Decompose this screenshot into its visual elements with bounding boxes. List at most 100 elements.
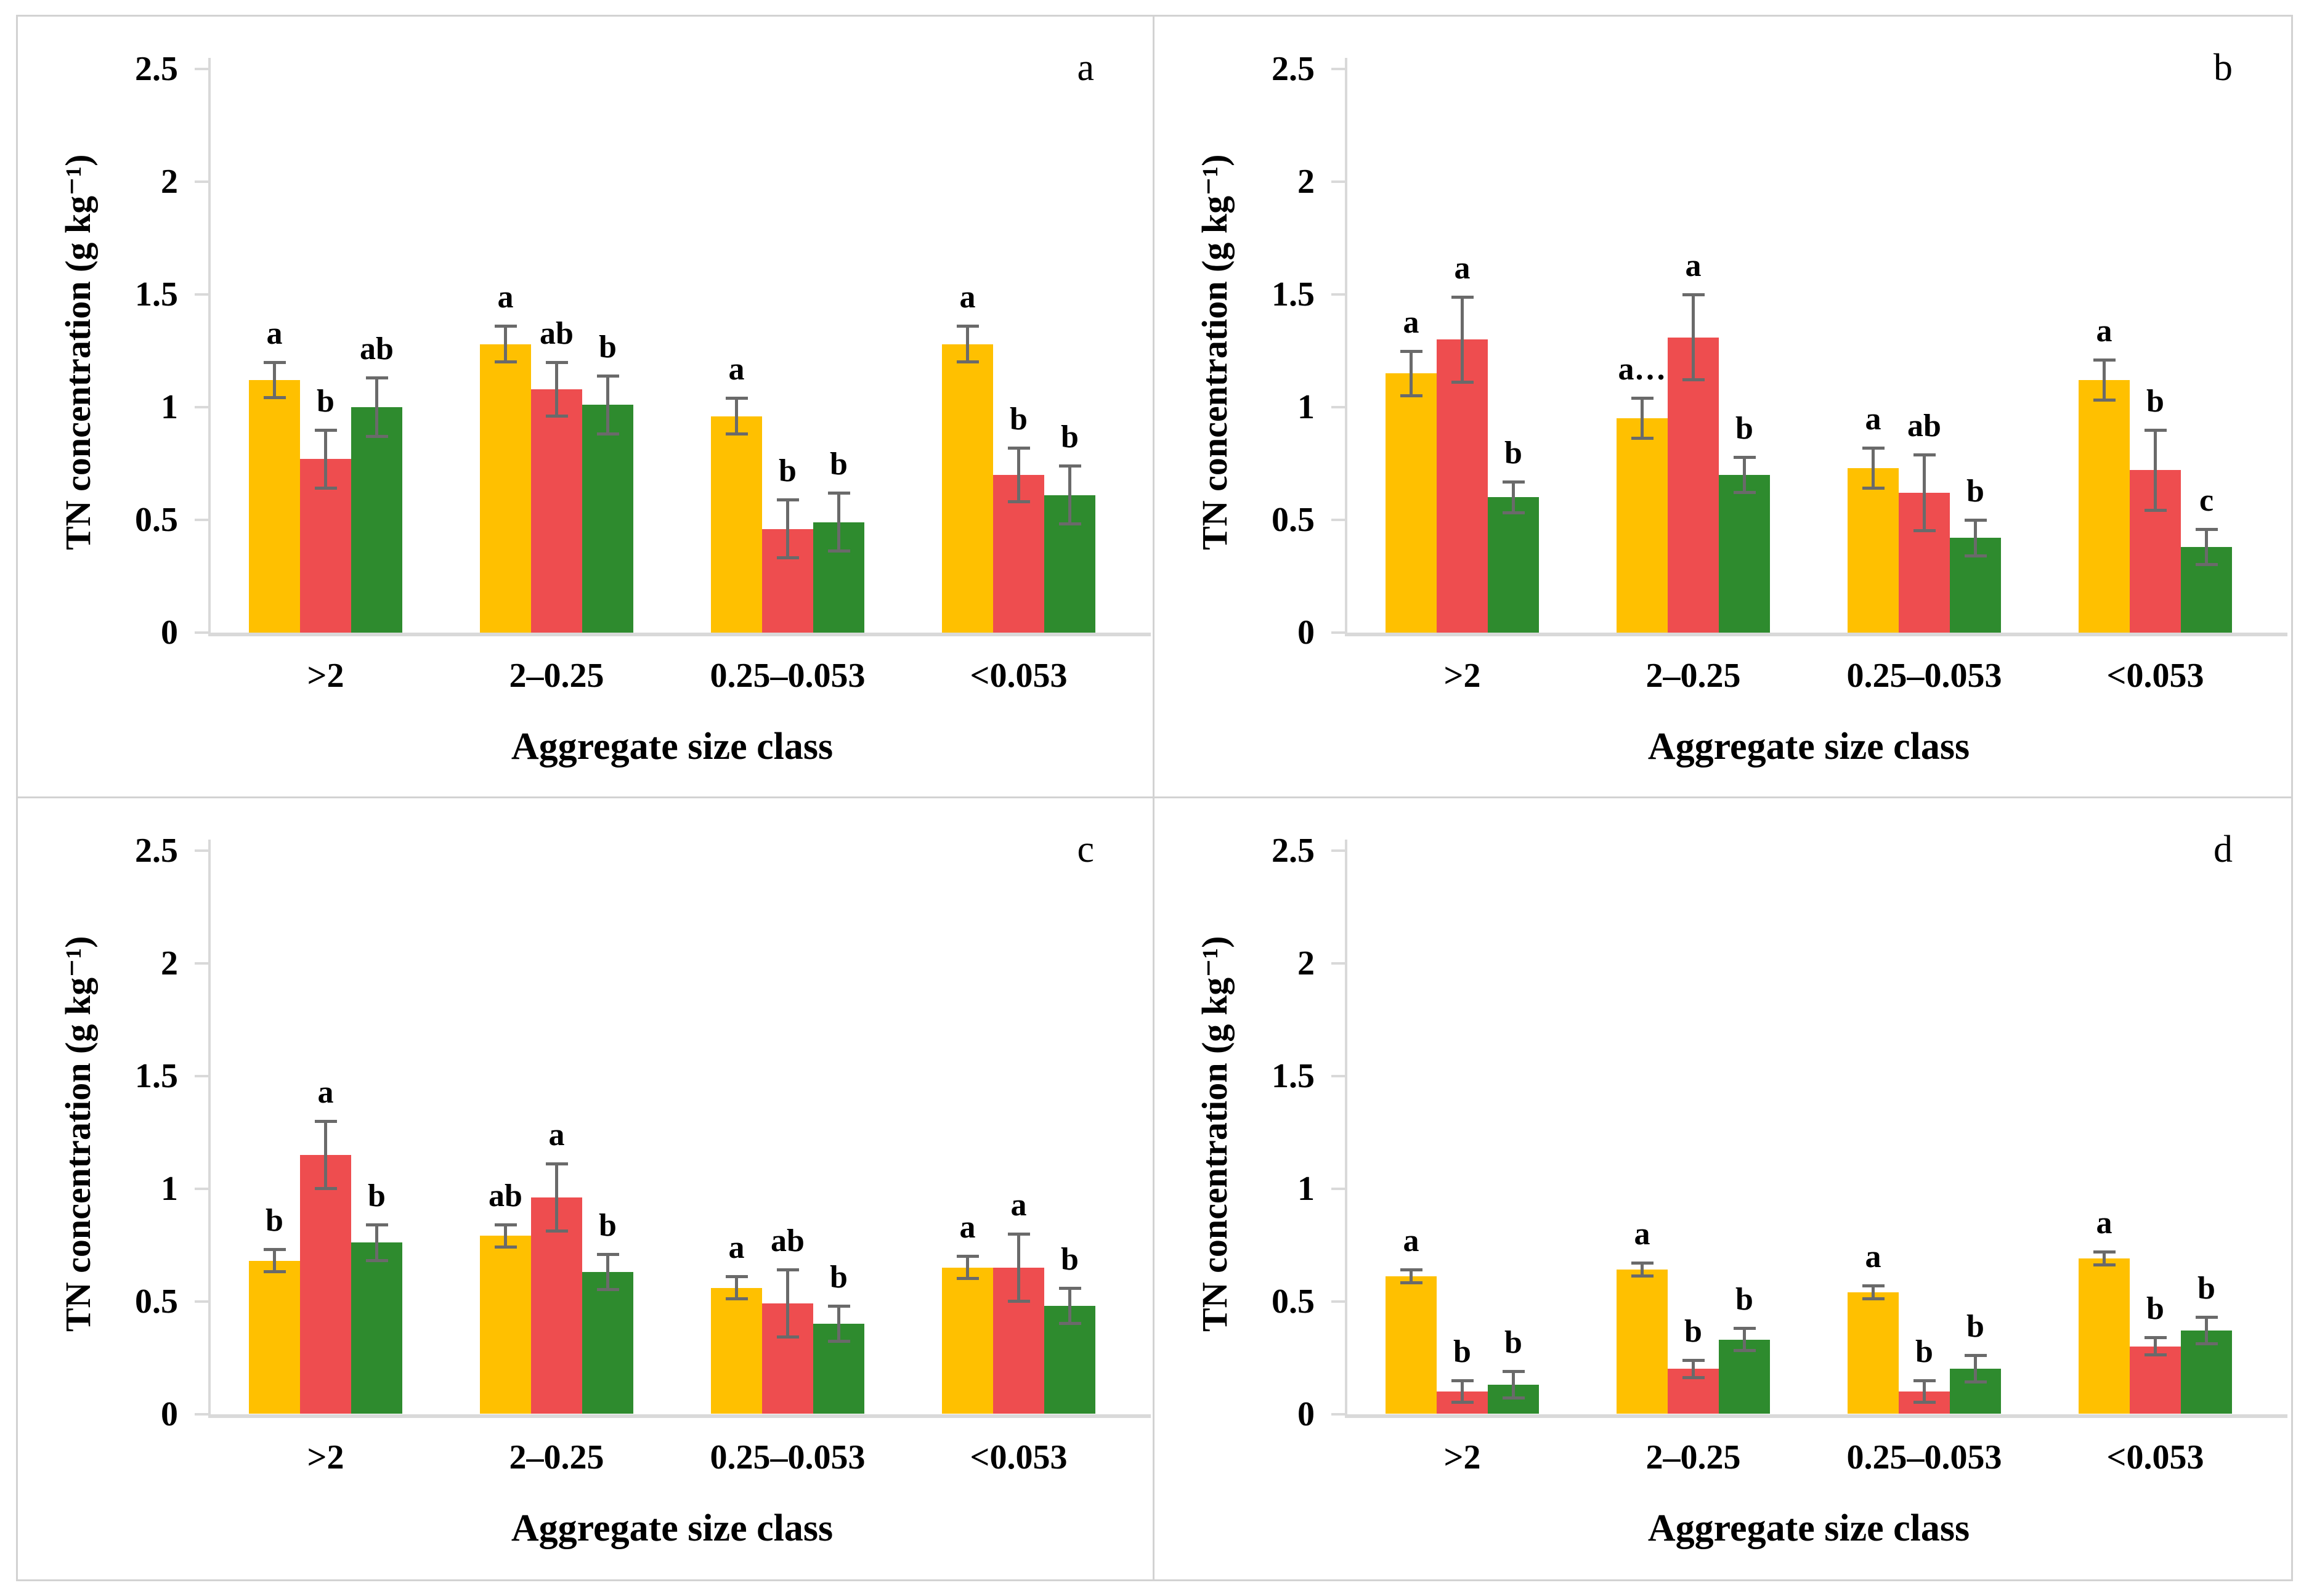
- plot-area: 0 0.5 1 1.5 2 2.5 >2 a b ab 2–0.25 a ab b 0.25–0.053 a b…: [18, 17, 1153, 796]
- error-bar-top-cap: [314, 1119, 337, 1123]
- error-bar-bottom-cap: [2144, 1353, 2167, 1357]
- y-tick-mark: [195, 631, 208, 634]
- bar-yellow-series: [711, 1287, 762, 1414]
- error-bar-bottom-cap: [263, 396, 286, 400]
- y-tick-label: 2: [1297, 944, 1315, 982]
- y-tick-label: 1: [161, 1169, 178, 1208]
- error-bar-bottom-cap: [1733, 1349, 1756, 1353]
- y-tick-label: 1: [161, 388, 178, 426]
- y-tick-label: 0: [161, 1395, 178, 1433]
- error-bar-top-cap: [1502, 480, 1525, 484]
- bar-yellow-series: [942, 1267, 993, 1414]
- y-tick-mark: [195, 1412, 208, 1416]
- error-bar-top-cap: [1862, 446, 1885, 450]
- error-bar-bottom-cap: [2093, 1263, 2116, 1266]
- category-label: 0.25–0.053: [1846, 657, 2002, 695]
- panel-a: TN concentration (g kg⁻¹) 0 0.5 1 1.5 2 2.5 >2…: [18, 17, 1154, 798]
- error-bar: [735, 1276, 738, 1299]
- y-tick-label: 0: [1297, 614, 1315, 652]
- significance-letter: ab: [540, 315, 574, 351]
- error-bar-bottom-cap: [1451, 380, 1474, 384]
- error-bar: [375, 1225, 378, 1261]
- error-bar-bottom-cap: [956, 1276, 979, 1280]
- error-bar-top-cap: [1007, 446, 1030, 450]
- category-label: >2: [1443, 1438, 1481, 1477]
- significance-letter: b: [599, 329, 617, 365]
- error-bar-bottom-cap: [2195, 1342, 2218, 1346]
- y-axis-line: [208, 839, 211, 1414]
- error-bar: [2103, 1251, 2106, 1265]
- y-tick-label: 2: [1297, 163, 1315, 201]
- y-tick-mark: [1331, 293, 1345, 296]
- y-tick-label: 2.5: [135, 831, 178, 870]
- y-tick-label: 0.5: [135, 501, 178, 539]
- category-label: <0.053: [2106, 1438, 2204, 1477]
- error-bar-top-cap: [263, 1248, 286, 1252]
- significance-letter: a: [1685, 248, 1702, 283]
- error-bar-bottom-cap: [365, 1258, 388, 1262]
- error-bar-top-cap: [365, 376, 388, 380]
- y-axis-line: [1345, 58, 1347, 633]
- error-bar-top-cap: [1631, 397, 1654, 400]
- significance-letter: b: [1010, 401, 1028, 437]
- x-baseline: [208, 633, 1151, 636]
- error-bar-bottom-cap: [545, 1229, 568, 1233]
- significance-letter: b: [1735, 1282, 1753, 1318]
- error-bar-bottom-cap: [1964, 554, 1987, 557]
- significance-letter: b: [1966, 474, 1984, 509]
- error-bar-bottom-cap: [2144, 509, 2167, 512]
- error-bar-top-cap: [827, 1304, 850, 1308]
- panel-d: TN concentration (g kg⁻¹) 0 0.5 1 1.5 2 2.5 >2…: [1154, 798, 2291, 1579]
- y-tick-label: 1: [1297, 1169, 1315, 1208]
- error-bar-top-cap: [1913, 1379, 1936, 1382]
- error-bar: [555, 1164, 558, 1232]
- significance-letter: b: [1061, 1241, 1079, 1277]
- y-tick-mark: [195, 962, 208, 965]
- category-label: 2–0.25: [1646, 657, 1741, 695]
- y-tick-label: 1.5: [135, 275, 178, 314]
- error-bar-bottom-cap: [956, 360, 979, 363]
- error-bar-top-cap: [494, 325, 517, 328]
- significance-letter: b: [599, 1207, 617, 1243]
- y-tick-mark: [1331, 849, 1345, 852]
- error-bar-top-cap: [1400, 349, 1422, 353]
- error-bar-bottom-cap: [263, 1270, 286, 1273]
- error-bar: [504, 1225, 507, 1247]
- error-bar-bottom-cap: [1631, 1274, 1654, 1278]
- error-bar-bottom-cap: [545, 414, 568, 418]
- bar-yellow-series: [249, 380, 300, 633]
- error-bar-bottom-cap: [1058, 522, 1081, 526]
- significance-letter: b: [1061, 419, 1079, 455]
- error-bar-top-cap: [1058, 464, 1081, 468]
- category-label: <0.053: [970, 1438, 1068, 1477]
- significance-letter: b: [830, 447, 848, 482]
- significance-letter: a: [959, 280, 976, 315]
- error-bar: [1743, 456, 1746, 493]
- y-tick-mark: [195, 180, 208, 183]
- error-bar: [1641, 398, 1644, 439]
- error-bar-top-cap: [1502, 1369, 1525, 1373]
- bar-yellow-series: [942, 344, 993, 633]
- significance-letter: a: [266, 315, 283, 351]
- category-label: 0.25–0.053: [710, 657, 866, 695]
- bar-yellow-series: [1848, 468, 1899, 633]
- y-tick-label: 1.5: [135, 1056, 178, 1095]
- category-label: 2–0.25: [1646, 1438, 1741, 1477]
- significance-letter: b: [1735, 410, 1753, 446]
- y-tick-label: 1.5: [1272, 1056, 1315, 1095]
- x-axis-title: Aggregate size class: [1647, 726, 1970, 768]
- y-tick-mark: [1331, 631, 1345, 634]
- error-bar: [735, 398, 738, 434]
- error-bar-bottom-cap: [1862, 1297, 1885, 1300]
- significance-letter: ab: [360, 331, 394, 367]
- error-bar-bottom-cap: [494, 360, 517, 363]
- y-tick-mark: [195, 1187, 208, 1190]
- y-axis-line: [208, 58, 211, 633]
- error-bar-bottom-cap: [1058, 1322, 1081, 1326]
- significance-letter: a: [1403, 1223, 1419, 1259]
- error-bar: [606, 1254, 609, 1290]
- bar-red-series: [1668, 337, 1719, 633]
- bar-red-series: [531, 1197, 582, 1414]
- error-bar: [966, 326, 969, 362]
- error-bar-top-cap: [1451, 295, 1474, 299]
